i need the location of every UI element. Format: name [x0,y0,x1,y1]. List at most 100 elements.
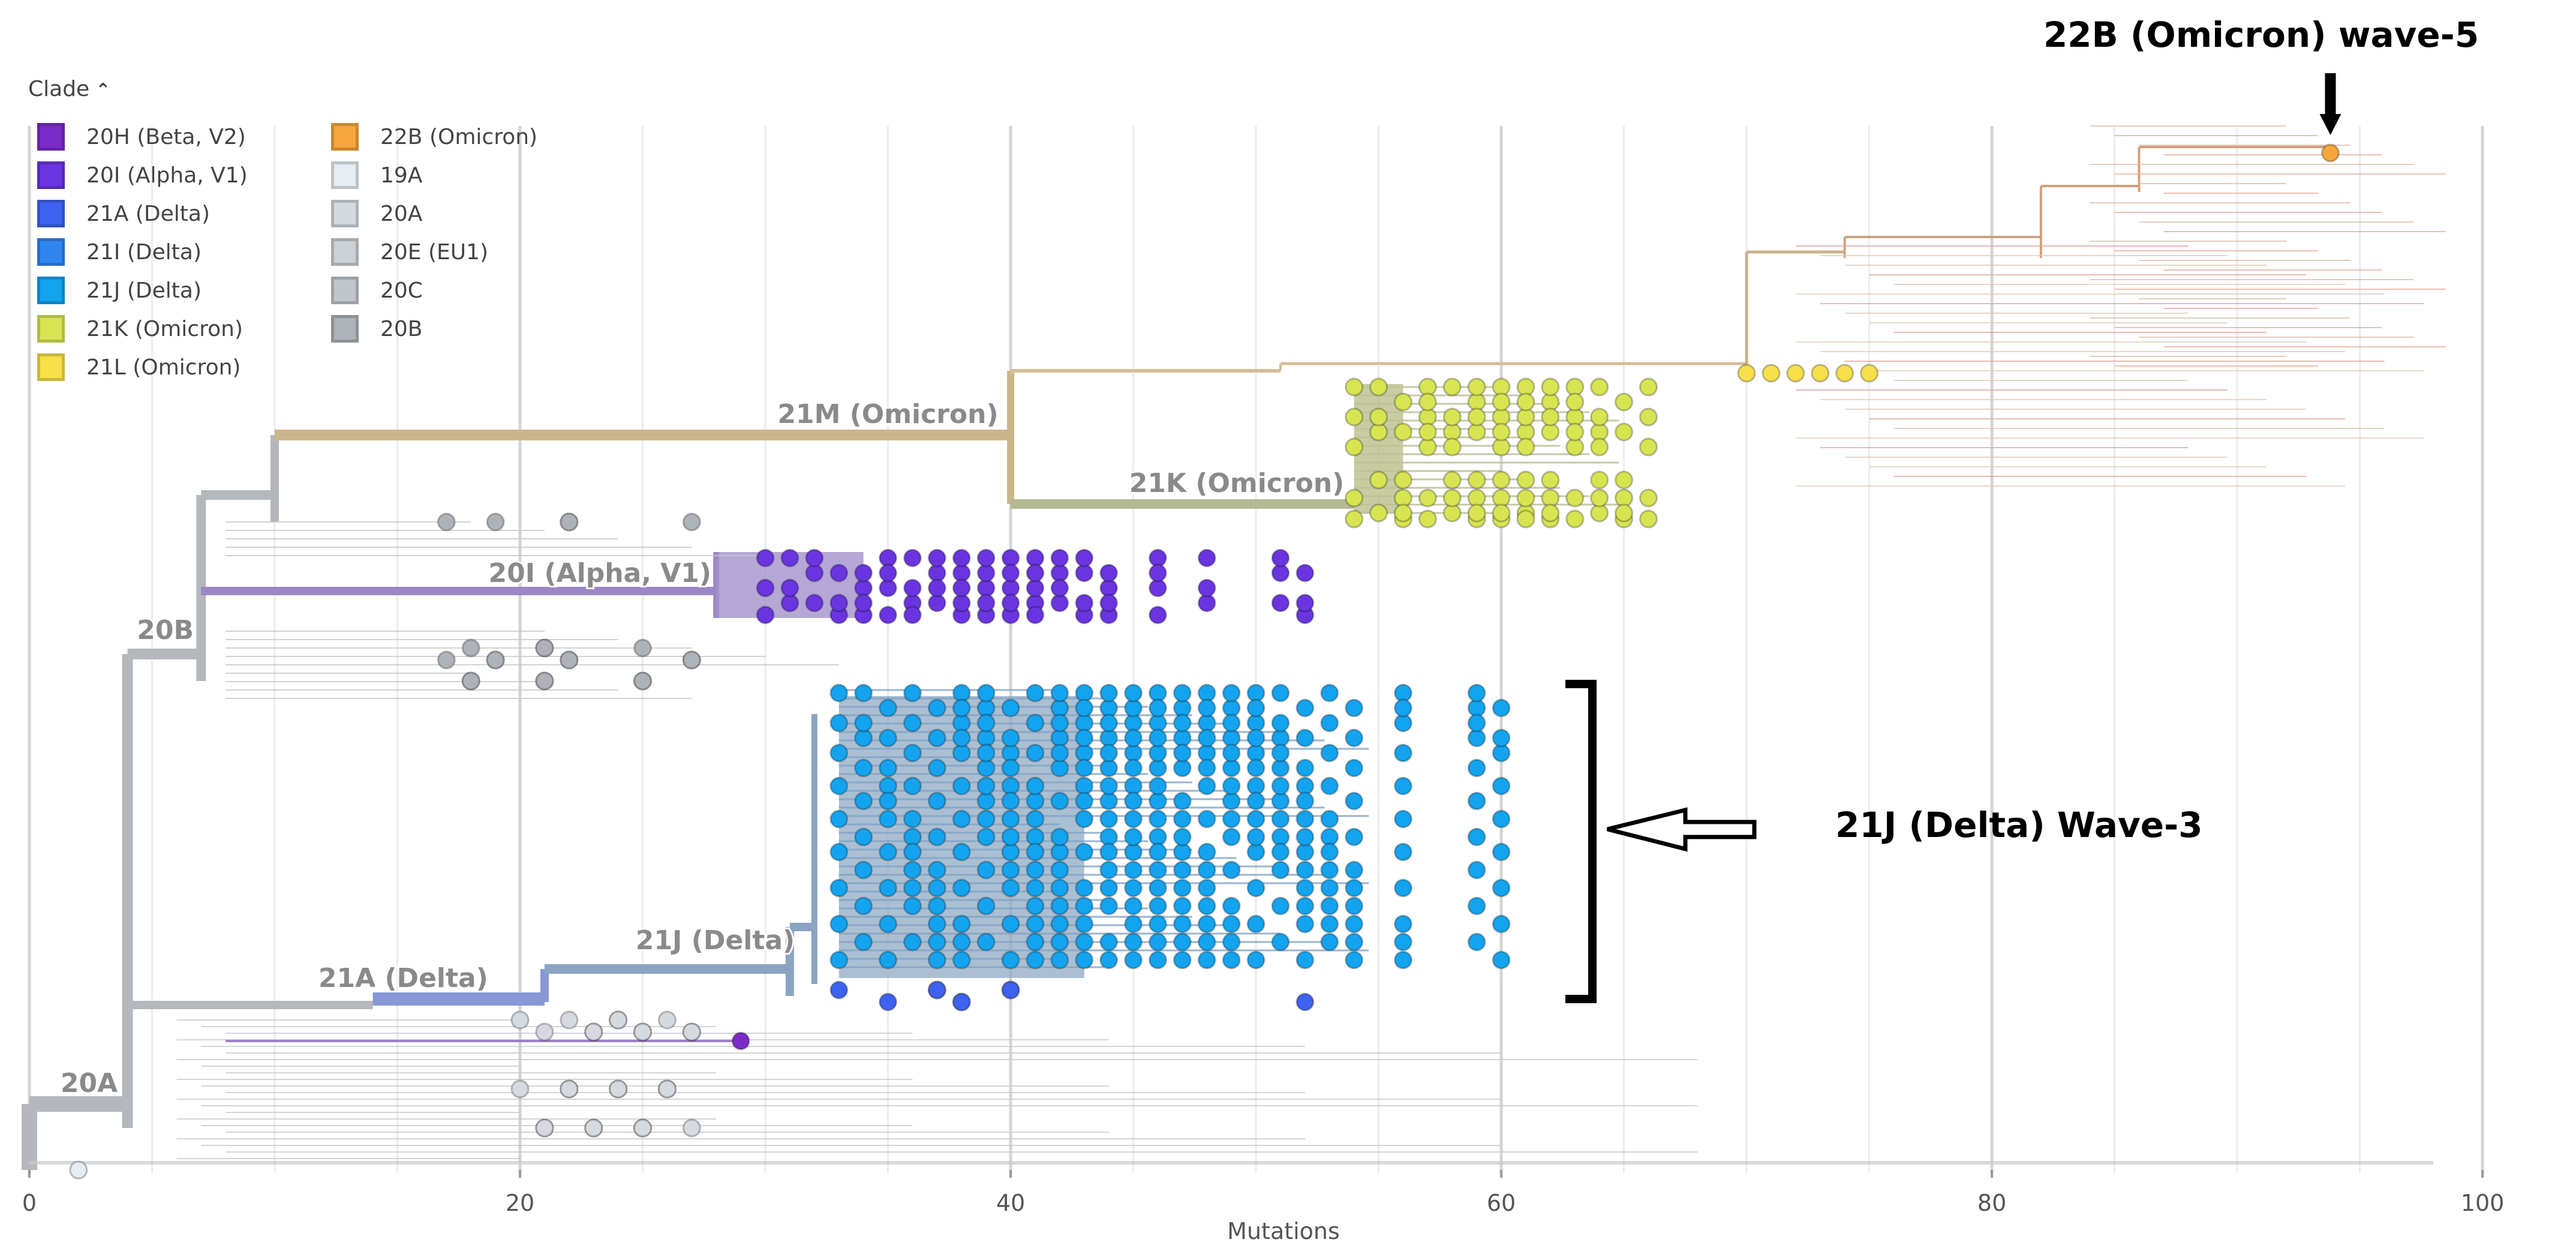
tip-marker [1295,698,1315,718]
legend-item[interactable]: 21K (Omicron) [37,310,331,348]
tip-marker [927,896,946,916]
tip-marker [2321,143,2340,163]
tip-marker [1124,758,1143,778]
tip-marker [829,683,849,703]
tip-marker [1050,827,1069,847]
tip-marker [1393,809,1412,829]
tip-marker [805,593,824,613]
tip-marker [1148,563,1167,583]
tip-marker [1173,713,1192,733]
tip-marker [879,950,898,970]
tip-marker [854,932,873,952]
tip-marker [1148,809,1167,829]
tip-marker [1026,809,1045,829]
tip-marker [1541,377,1560,397]
legend-item[interactable]: 22B (Omicron) [331,118,571,156]
tip-marker [461,638,480,658]
tip-marker [609,1010,628,1030]
tip-marker [805,548,824,568]
tip-marker [1467,407,1486,427]
tip-marker [756,578,775,598]
legend-item[interactable]: 21I (Delta) [37,233,331,271]
legend-title[interactable]: Clade ⌃ [28,77,110,101]
tip-marker [1050,683,1069,703]
tip-marker [535,638,554,658]
tip-marker [780,578,799,598]
tip-marker [927,914,946,934]
tip-marker [1467,713,1486,733]
tip-marker [1099,683,1119,703]
tip-marker [854,563,873,583]
legend-item[interactable]: 20B [331,310,571,348]
tip-marker [1590,407,1609,427]
tip-marker [1001,878,1020,898]
legend-item[interactable]: 20H (Beta, V2) [37,118,331,156]
legend-label: 21J (Delta) [86,278,202,303]
tip-marker [879,842,898,862]
tip-marker [927,980,946,1000]
tip-markers [69,143,2340,1180]
tip-marker [1615,503,1634,523]
tip-marker [927,827,946,847]
legend-item[interactable]: 20C [331,271,571,310]
tip-marker [1320,914,1339,934]
tip-marker [1148,914,1167,934]
tip-marker [829,878,849,898]
tip-marker [1246,728,1266,748]
tip-marker [1099,593,1119,613]
tip-marker [1271,713,1290,733]
tip-marker [1173,860,1192,880]
legend-swatch [37,161,65,189]
tip-marker [461,671,480,691]
tip-marker [1124,896,1143,916]
down-arrow-icon [2325,73,2336,118]
tip-marker [1026,932,1045,952]
tip-marker [879,809,898,829]
legend-label: 20B [380,316,423,341]
tip-marker [1222,860,1241,880]
tip-marker [829,914,849,934]
legend-item[interactable]: 21J (Delta) [37,271,331,310]
tip-marker [1001,728,1020,748]
tip-marker [829,980,849,1000]
tip-marker [1246,878,1266,898]
tip-marker [1345,896,1364,916]
legend-item[interactable]: 21L (Omicron) [37,348,331,386]
tip-marker [731,1031,750,1051]
bracket [1565,680,1597,1003]
x-tick-label: 80 [1977,1190,2006,1216]
legend-item[interactable]: 20I (Alpha, V1) [37,156,331,194]
tip-marker [1124,914,1143,934]
tip-marker [1173,683,1192,703]
legend-label: 20I (Alpha, V1) [86,163,248,188]
tip-marker [486,512,505,532]
tip-marker [1492,728,1511,748]
tip-marker [1615,422,1634,442]
tip-marker [903,878,922,898]
legend-item[interactable]: 21A (Delta) [37,194,331,233]
tip-marker [1393,950,1412,970]
tip-marker [1026,860,1045,880]
legend-item[interactable]: 20E (EU1) [331,233,571,271]
x-tick-label: 40 [996,1190,1025,1216]
tip-marker [976,683,996,703]
tip-marker [1345,932,1364,952]
tip-marker [952,950,971,970]
tip-marker [1442,488,1462,508]
tip-marker [1222,896,1241,916]
legend-swatch [37,315,65,343]
tip-marker [1075,842,1094,862]
chevron-up-icon[interactable]: ⌃ [95,80,111,101]
tip-marker [1295,728,1315,748]
tip-marker [879,758,898,778]
tip-marker [854,758,873,778]
tip-marker [1099,713,1119,733]
tip-marker [1271,776,1290,796]
tip-marker [1320,878,1339,898]
tip-marker [535,1022,554,1042]
legend-item[interactable]: 19A [331,156,571,194]
tip-marker [1197,932,1216,952]
tip-marker [1467,683,1486,703]
tip-marker [1099,743,1119,763]
legend-item[interactable]: 20A [331,194,571,233]
